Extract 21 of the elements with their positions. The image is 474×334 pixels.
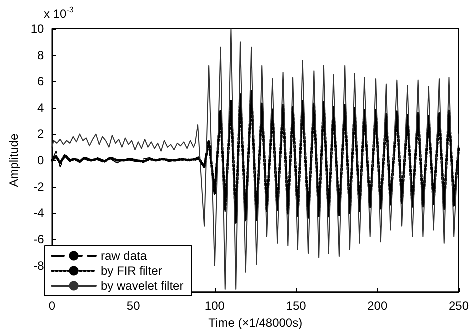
y-tick-label: 8 (38, 48, 45, 62)
x-tick-label: 150 (286, 299, 307, 314)
legend-label: raw data (101, 249, 148, 263)
legend-label: by FIR filter (101, 264, 162, 278)
y-tick-label: -4 (34, 206, 45, 220)
y-axis-title: Amplitude (7, 134, 21, 188)
y-tick-label: -2 (34, 180, 45, 194)
y-tick-label: -6 (34, 232, 45, 246)
x-tick-label: 250 (448, 299, 470, 314)
y-tick-label: 0 (38, 154, 45, 168)
y-tick-label: 10 (30, 22, 45, 36)
x-tick-label: 50 (126, 299, 141, 314)
x-tick-label: 200 (368, 299, 388, 314)
x-tick-label: 0 (48, 299, 56, 314)
legend-label: by wavelet filter (101, 279, 184, 293)
y-tick-label: 2 (38, 127, 45, 142)
y-tick-label: -8 (34, 258, 45, 273)
y-tick-label: 4 (38, 100, 45, 115)
x-tick-label: 100 (204, 299, 226, 314)
x-axis-title: Time (×1/48000s) (208, 316, 303, 330)
y-tick-label: 6 (38, 74, 45, 89)
